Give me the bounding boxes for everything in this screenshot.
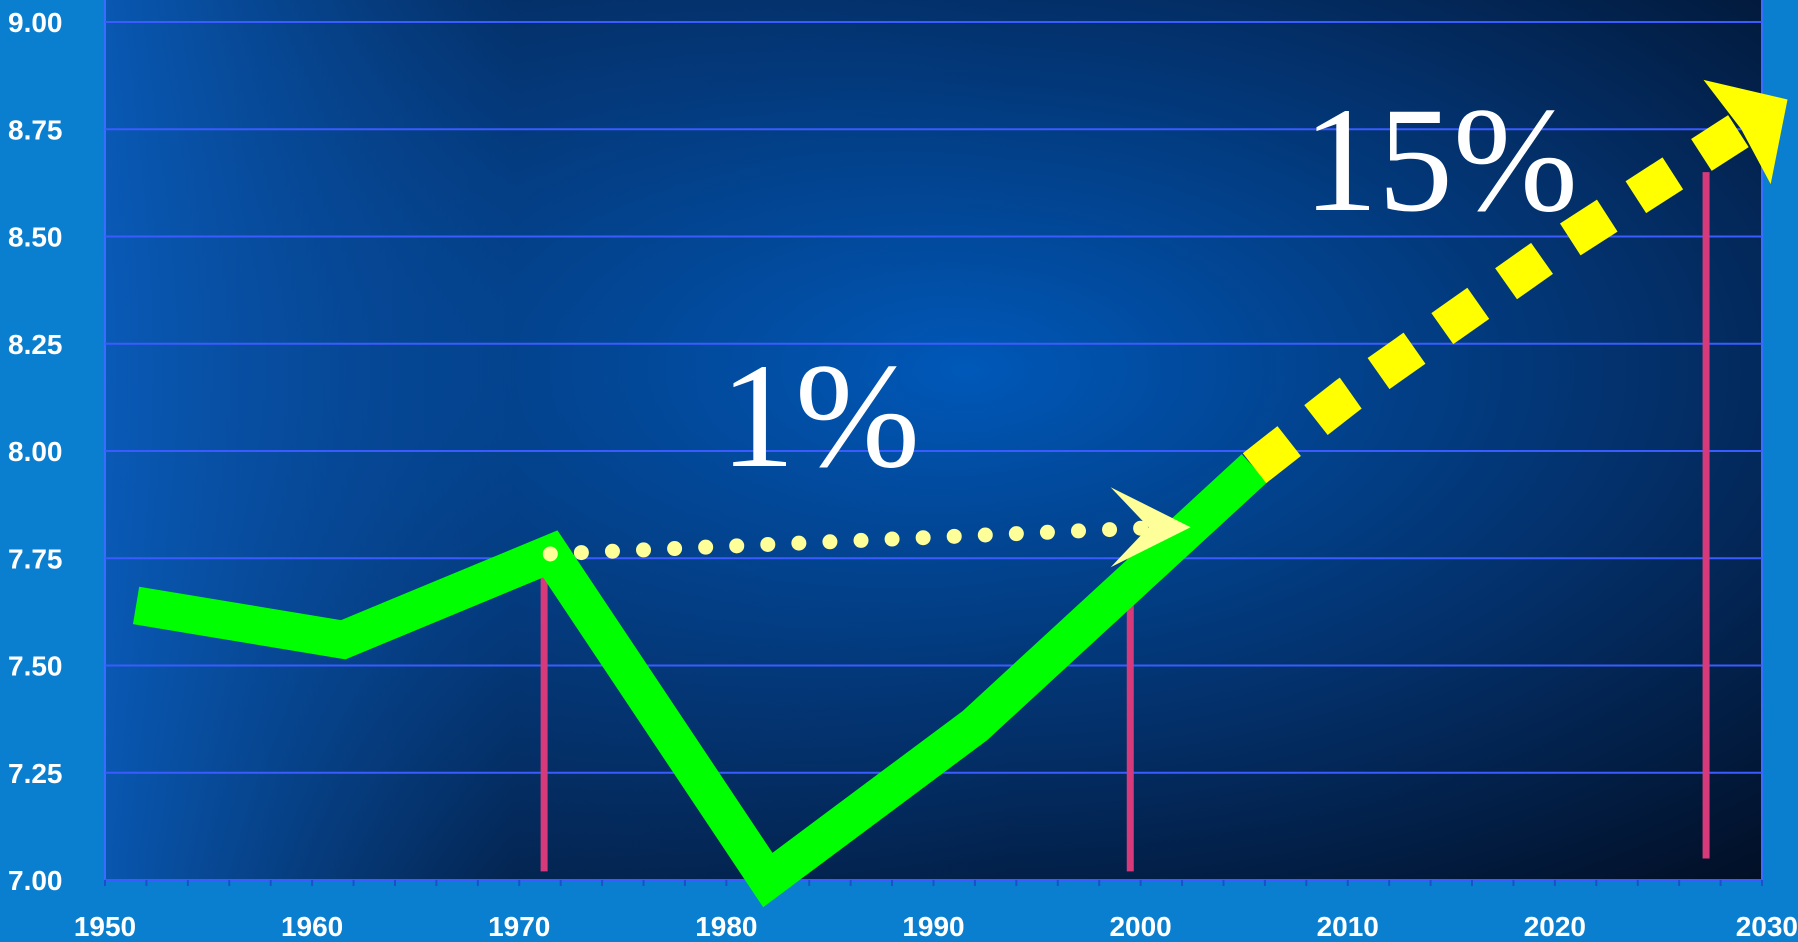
dotted-arrow-dot bbox=[1070, 523, 1086, 539]
x-tick-label: 2030 bbox=[1736, 911, 1798, 942]
y-tick-label: 7.75 bbox=[8, 543, 63, 574]
x-tick-label: 1990 bbox=[902, 911, 964, 942]
y-tick-label: 7.00 bbox=[8, 865, 63, 896]
dotted-arrow-dot bbox=[604, 543, 620, 559]
dotted-arrow-dot bbox=[1039, 524, 1055, 540]
x-tick-label: 1960 bbox=[281, 911, 343, 942]
dotted-arrow-dot bbox=[573, 545, 589, 561]
annotation-15-percent: 15% bbox=[1303, 77, 1578, 243]
dotted-arrow-dot bbox=[884, 531, 900, 547]
series-line-historical bbox=[132, 454, 1268, 908]
x-tick-label: 2010 bbox=[1317, 911, 1379, 942]
plot-area-shade bbox=[105, 0, 1017, 880]
dotted-arrow-dot bbox=[853, 532, 869, 548]
x-tick-label: 2000 bbox=[1109, 911, 1171, 942]
x-tick-label: 1970 bbox=[488, 911, 550, 942]
x-tick-label: 2020 bbox=[1524, 911, 1586, 942]
y-tick-label: 9.00 bbox=[8, 7, 63, 38]
dotted-arrow-dot bbox=[915, 530, 931, 546]
y-tick-label: 8.25 bbox=[8, 329, 63, 360]
annotation-1-percent: 1% bbox=[720, 333, 920, 499]
dotted-arrow-dot bbox=[760, 536, 776, 552]
y-tick-label: 7.25 bbox=[8, 758, 63, 789]
dotted-arrow-dot bbox=[946, 528, 962, 544]
dotted-arrow-dot bbox=[636, 542, 652, 558]
y-tick-label: 8.00 bbox=[8, 436, 63, 467]
series-line-projection bbox=[1242, 113, 1752, 484]
dotted-arrow-head bbox=[1110, 487, 1191, 568]
dotted-arrow-dot bbox=[822, 534, 838, 550]
dotted-arrow-dot bbox=[542, 546, 558, 562]
dotted-arrow-dot bbox=[1008, 526, 1024, 542]
dotted-arrow-dot bbox=[977, 527, 993, 543]
dotted-arrow-dot bbox=[791, 535, 807, 551]
dotted-arrow-dot bbox=[667, 541, 683, 557]
x-tick-label: 1950 bbox=[74, 911, 136, 942]
x-tick-label: 1980 bbox=[695, 911, 757, 942]
dotted-arrow-dot bbox=[729, 538, 745, 554]
y-tick-label: 8.75 bbox=[8, 114, 63, 145]
dotted-arrow-dot bbox=[1102, 522, 1118, 538]
y-tick-label: 8.50 bbox=[8, 222, 63, 253]
projection-arrowhead bbox=[1703, 79, 1788, 185]
dotted-arrow-dot bbox=[698, 539, 714, 555]
y-tick-label: 7.50 bbox=[8, 651, 63, 682]
